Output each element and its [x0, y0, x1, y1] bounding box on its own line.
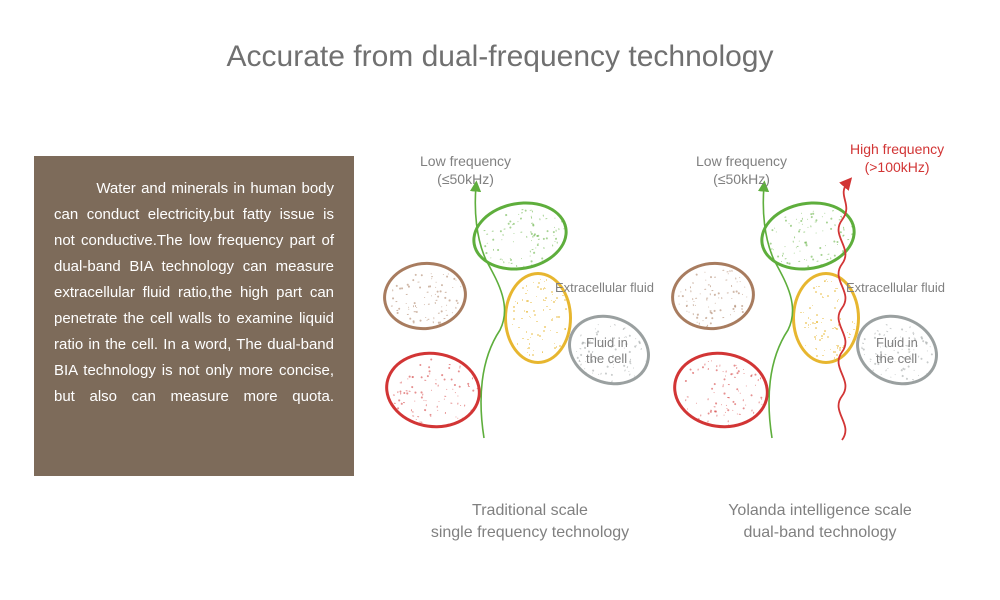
yolanda-cell — [668, 346, 774, 435]
traditional-cell — [380, 346, 486, 435]
frequency-label: Low frequency(≤50kHz) — [420, 152, 511, 188]
yolanda-cell — [755, 194, 861, 278]
explanation-panel: Water and minerals in human body can con… — [34, 156, 354, 476]
traditional-cell — [380, 258, 471, 334]
traditional-cell — [467, 194, 573, 278]
page-root: Accurate from dual-frequency technology … — [0, 0, 1000, 600]
fluid-label: Fluid inthe cell — [586, 335, 628, 367]
frequency-label: Low frequency(≤50kHz) — [696, 152, 787, 188]
fluid-label: Extracellular fluid — [846, 280, 945, 296]
yolanda-cell — [668, 258, 759, 334]
fluid-label: Fluid inthe cell — [876, 335, 918, 367]
fluid-label: Extracellular fluid — [555, 280, 654, 296]
traditional-caption: Traditional scalesingle frequency techno… — [400, 500, 660, 544]
page-title: Accurate from dual-frequency technology — [0, 40, 1000, 74]
frequency-label: High frequency(>100kHz) — [850, 140, 944, 176]
yolanda-caption: Yolanda intelligence scaledual-band tech… — [690, 500, 950, 544]
